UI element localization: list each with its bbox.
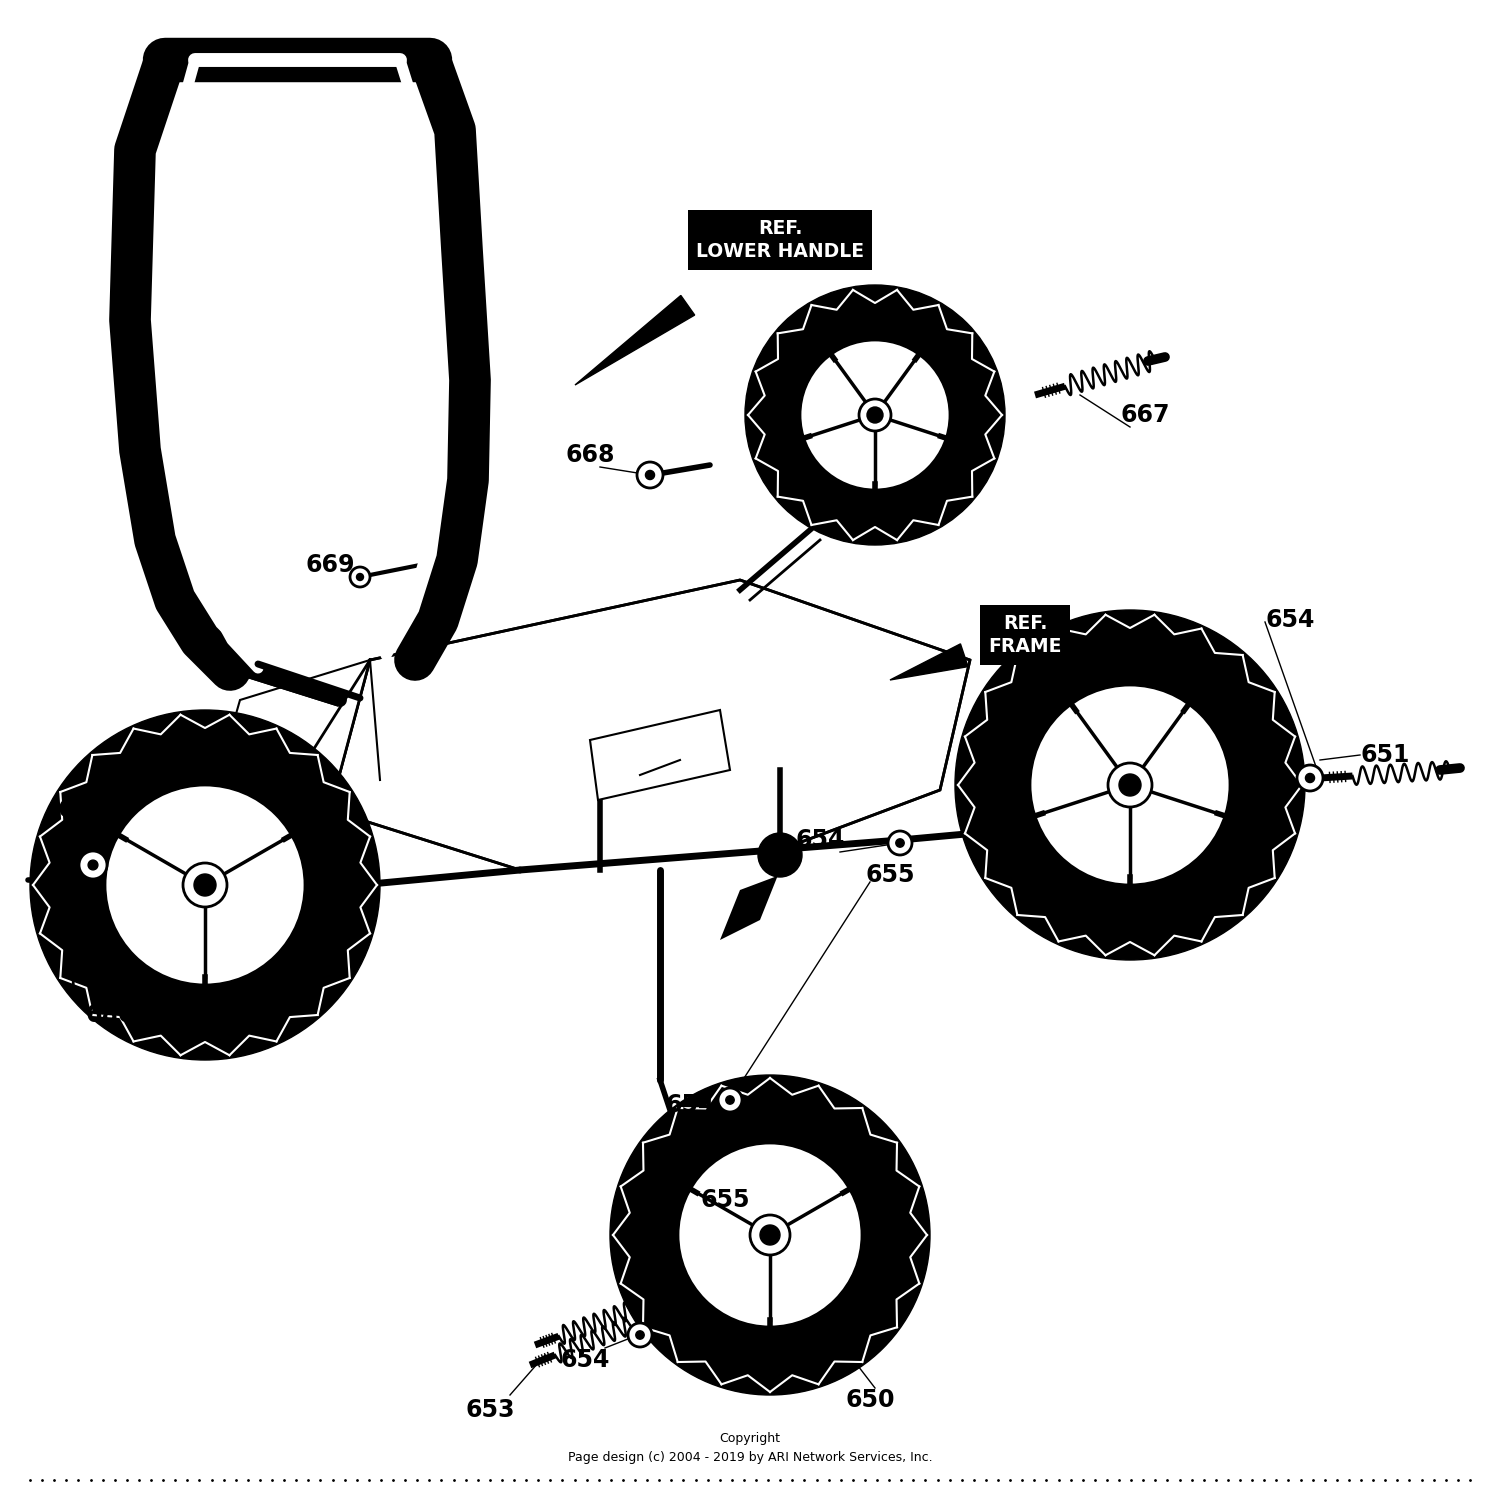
Text: 654: 654 <box>666 1094 714 1117</box>
Text: 670: 670 <box>57 798 106 822</box>
Circle shape <box>638 462 663 487</box>
Circle shape <box>357 574 363 581</box>
Circle shape <box>645 471 654 480</box>
Circle shape <box>678 1143 862 1327</box>
Text: 680: 680 <box>86 1003 135 1027</box>
Text: 650: 650 <box>846 1388 894 1412</box>
Text: 654: 654 <box>561 1348 609 1372</box>
Circle shape <box>718 1088 742 1112</box>
Polygon shape <box>720 869 780 941</box>
Circle shape <box>194 874 216 896</box>
Circle shape <box>610 1074 930 1395</box>
Circle shape <box>1305 773 1314 783</box>
Circle shape <box>1119 774 1142 796</box>
Circle shape <box>636 1331 644 1339</box>
Text: 667: 667 <box>1120 403 1170 426</box>
Text: 654: 654 <box>1266 608 1314 632</box>
Text: 655: 655 <box>700 1187 750 1213</box>
Circle shape <box>183 863 226 906</box>
Circle shape <box>800 340 950 490</box>
Text: 654: 654 <box>795 828 844 851</box>
Text: Copyright
Page design (c) 2004 - 2019 by ARI Network Services, Inc.: Copyright Page design (c) 2004 - 2019 by… <box>567 1433 933 1464</box>
Text: 653: 653 <box>465 1398 514 1422</box>
Circle shape <box>956 609 1305 960</box>
Circle shape <box>88 860 98 869</box>
Circle shape <box>750 1216 790 1256</box>
Polygon shape <box>890 643 968 681</box>
Polygon shape <box>330 580 971 869</box>
Circle shape <box>758 834 802 877</box>
Text: 668: 668 <box>566 443 615 467</box>
Circle shape <box>105 785 304 985</box>
Circle shape <box>859 400 891 431</box>
Circle shape <box>1030 685 1230 886</box>
Text: REF.
LOWER HANDLE: REF. LOWER HANDLE <box>696 218 864 262</box>
Circle shape <box>760 1224 780 1245</box>
Circle shape <box>1108 762 1152 807</box>
Polygon shape <box>574 296 694 385</box>
Polygon shape <box>200 660 370 840</box>
Circle shape <box>896 838 904 847</box>
Circle shape <box>726 1095 734 1104</box>
Text: ARI PartStream™: ARI PartStream™ <box>530 770 711 791</box>
Text: REF.
FRAME: REF. FRAME <box>988 614 1062 657</box>
Circle shape <box>1298 765 1323 791</box>
Text: 651: 651 <box>1360 743 1410 767</box>
Polygon shape <box>590 710 730 799</box>
Circle shape <box>888 831 912 854</box>
Text: 669: 669 <box>306 553 354 577</box>
Circle shape <box>350 568 370 587</box>
Circle shape <box>30 710 380 1060</box>
Circle shape <box>628 1323 652 1346</box>
Circle shape <box>867 407 883 424</box>
Circle shape <box>746 285 1005 545</box>
Circle shape <box>80 851 106 880</box>
Text: 655: 655 <box>865 863 915 887</box>
